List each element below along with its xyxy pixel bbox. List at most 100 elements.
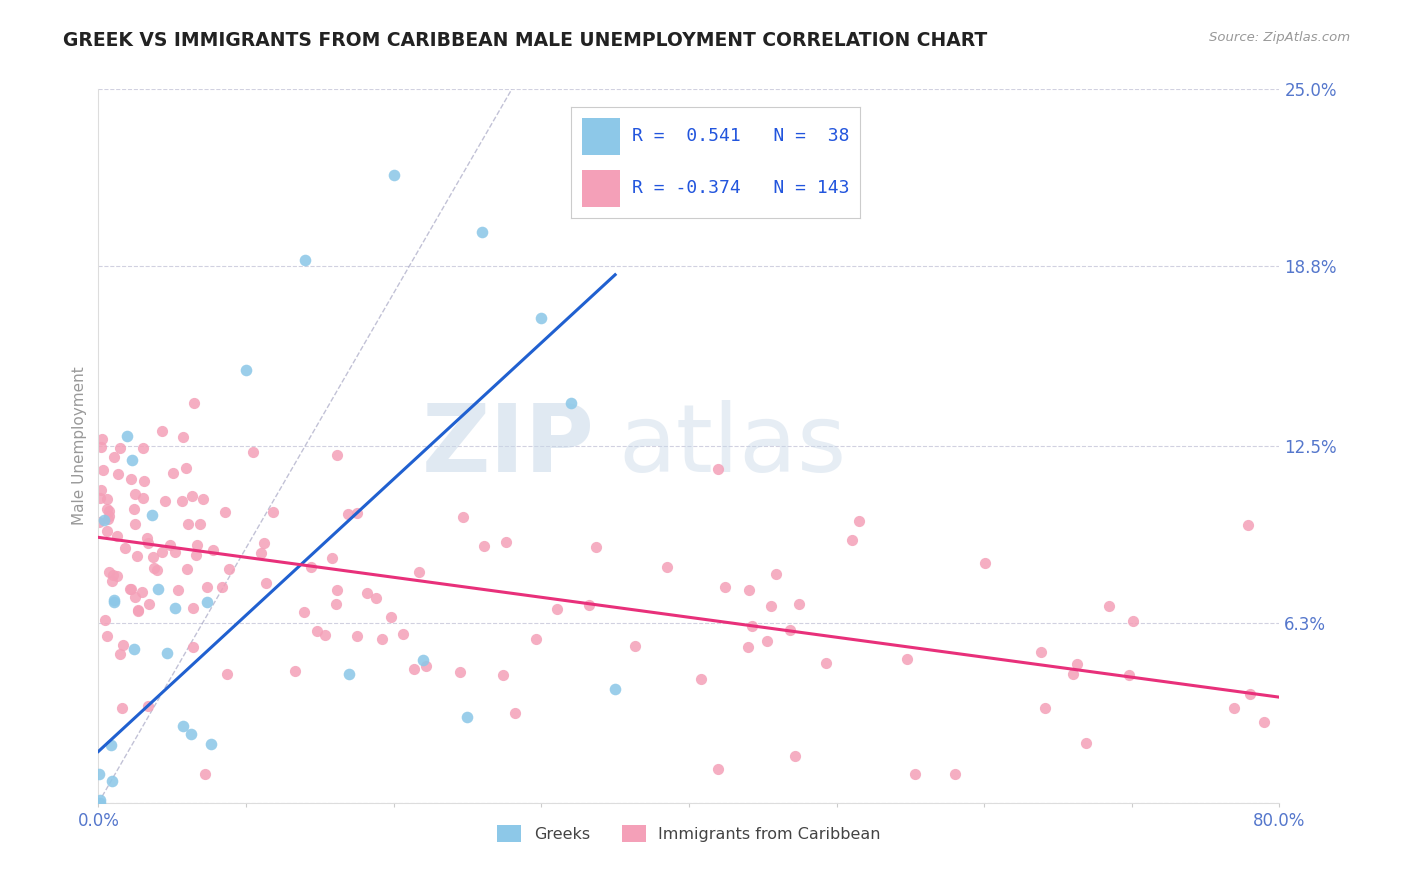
Point <box>125 549 148 563</box>
Point <box>218 562 240 576</box>
Point <box>346 629 368 643</box>
Point <box>90 441 112 455</box>
Legend: Greeks, Immigrants from Caribbean: Greeks, Immigrants from Caribbean <box>491 819 887 848</box>
Point <box>211 581 233 595</box>
Point <box>162 466 184 480</box>
Point <box>1029 645 1052 659</box>
Point <box>471 225 494 239</box>
Point <box>98 824 121 838</box>
Point <box>707 762 730 776</box>
Point <box>457 710 479 724</box>
Point <box>93 513 115 527</box>
Point <box>371 632 394 646</box>
Point <box>305 624 328 638</box>
Point <box>756 634 779 648</box>
Point <box>415 658 437 673</box>
Point <box>122 501 145 516</box>
Point <box>94 613 117 627</box>
Text: atlas: atlas <box>619 400 846 492</box>
Point <box>103 567 125 582</box>
Point <box>321 550 343 565</box>
Point <box>195 595 218 609</box>
Point <box>759 599 782 614</box>
Text: Source: ZipAtlas.com: Source: ZipAtlas.com <box>1209 31 1350 45</box>
Point <box>1098 599 1121 614</box>
Point <box>114 541 136 556</box>
Point <box>200 737 222 751</box>
Point <box>741 619 763 633</box>
Point <box>402 662 425 676</box>
Point <box>242 445 264 459</box>
Point <box>127 603 149 617</box>
Point <box>657 559 679 574</box>
Point <box>87 515 110 529</box>
Point <box>181 640 204 654</box>
Point <box>107 467 129 481</box>
Point <box>841 533 863 548</box>
Point <box>1236 518 1258 533</box>
Point <box>115 429 138 443</box>
Point <box>172 718 194 732</box>
Point <box>180 726 202 740</box>
Point <box>337 507 360 521</box>
Y-axis label: Male Unemployment: Male Unemployment <box>72 367 87 525</box>
Point <box>103 450 125 464</box>
Point <box>707 461 730 475</box>
Point <box>131 585 153 599</box>
Point <box>524 632 547 647</box>
Point <box>110 700 132 714</box>
Point <box>974 556 997 570</box>
Point <box>325 597 347 611</box>
Point <box>96 501 118 516</box>
Point <box>254 576 277 591</box>
Point <box>124 516 146 531</box>
Point <box>1222 701 1244 715</box>
Point <box>346 506 368 520</box>
Point <box>848 514 870 528</box>
Point <box>103 592 125 607</box>
Point <box>89 792 111 806</box>
Point <box>380 610 402 624</box>
Point <box>188 516 211 531</box>
Point <box>737 640 759 654</box>
Point <box>131 491 153 505</box>
Point <box>176 461 198 475</box>
Point <box>326 583 349 598</box>
Point <box>1033 700 1056 714</box>
Point <box>172 430 194 444</box>
Point <box>87 767 110 781</box>
Point <box>585 540 607 554</box>
Point <box>624 639 647 653</box>
Point <box>146 582 169 596</box>
Point <box>214 505 236 519</box>
Point <box>449 665 471 679</box>
Point <box>138 536 160 550</box>
Point <box>472 539 495 553</box>
Point <box>560 396 582 410</box>
Point <box>249 546 271 560</box>
Point <box>112 824 135 838</box>
Point <box>546 602 568 616</box>
Point <box>103 595 125 609</box>
Point <box>186 548 208 562</box>
Point <box>159 538 181 552</box>
Point <box>176 562 198 576</box>
Point <box>89 491 111 505</box>
Point <box>165 600 187 615</box>
Point <box>1118 668 1140 682</box>
Point <box>1062 666 1084 681</box>
Point <box>132 442 155 456</box>
Point <box>141 508 163 522</box>
Point <box>145 564 167 578</box>
Text: ZIP: ZIP <box>422 400 595 492</box>
Point <box>124 642 146 657</box>
Point <box>339 667 361 681</box>
Point <box>492 668 515 682</box>
Point <box>738 583 761 598</box>
Point <box>98 565 121 579</box>
Point <box>235 362 257 376</box>
Point <box>94 824 117 838</box>
Point <box>104 824 127 838</box>
Point <box>96 629 118 643</box>
Point <box>191 492 214 507</box>
